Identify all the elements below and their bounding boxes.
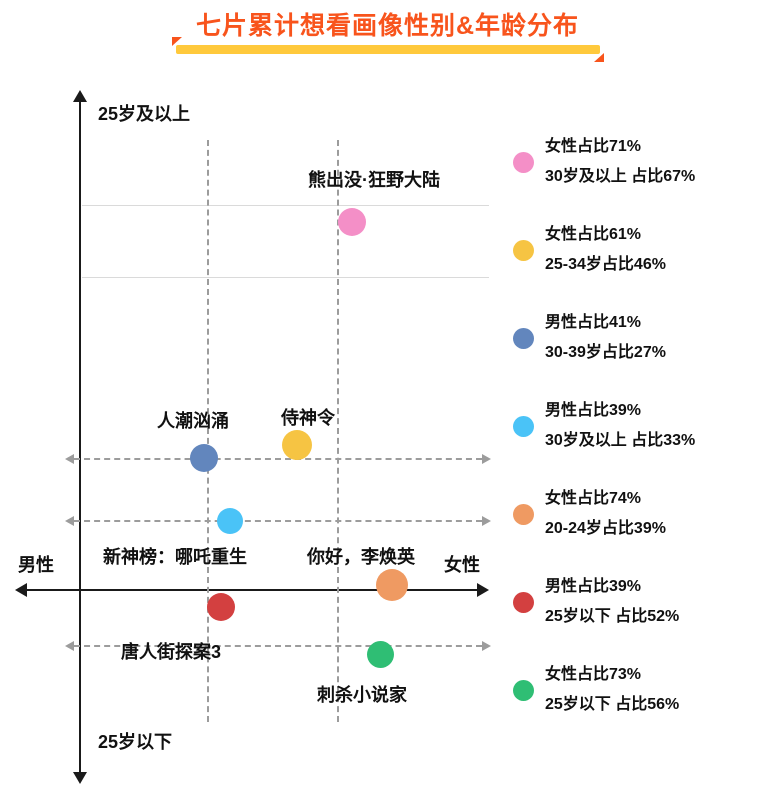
title-banner: 七片累计想看画像性别&年龄分布 [0,6,775,62]
legend-gender-stat: 女性占比73% [545,666,642,683]
data-point-label: 唐人街探案3 [121,642,222,662]
legend-text: 女性占比74% 20-24岁占比39% [545,484,666,544]
legend-text: 女性占比73% 25岁以下 占比56% [545,660,679,720]
legend-item: 女性占比71% 30岁及以上 占比67% [513,132,695,192]
legend-dot-icon [513,679,534,701]
y-axis-bottom-label: 25岁以下 [98,732,173,752]
gridline-right-arrow-icon [482,641,491,651]
data-point-bubble [207,593,235,621]
data-point-label: 侍神令 [281,408,335,428]
legend-gender-stat: 男性占比39% [545,578,642,595]
x-axis-left-arrow-icon [15,583,27,597]
legend-item: 男性占比39% 25岁以下 占比52% [513,572,695,632]
legend-item: 女性占比73% 25岁以下 占比56% [513,660,695,720]
legend-gender-stat: 女性占比74% [545,490,642,507]
legend-dot-icon [513,503,534,525]
x-axis [26,589,478,591]
legend-item: 男性占比41% 30-39岁占比27% [513,308,695,368]
dashed-gridline [74,458,482,460]
data-point-bubble [217,508,243,534]
legend-dot-icon [513,327,534,349]
x-axis-right-label: 女性 [444,555,480,575]
legend-text: 男性占比39% 30岁及以上 占比33% [545,396,695,456]
y-axis-top-label: 25岁及以上 [98,104,191,124]
legend: 女性占比71% 30岁及以上 占比67% 女性占比61% 25-34岁占比46% 男性占… [513,132,695,720]
gridline-left-arrow-icon [65,641,74,651]
data-point-bubble [376,569,408,601]
dashed-gridline-vertical [337,140,339,722]
legend-text: 男性占比39% 25岁以下 占比52% [545,572,679,632]
legend-age-stat: 30-39岁占比27% [545,344,666,361]
data-point-label: 你好，李焕英 [307,547,415,567]
legend-age-stat: 25岁以下 占比52% [545,608,680,625]
y-axis-down-arrow-icon [73,772,87,784]
data-point-bubble [282,430,312,460]
underline-right-ornament-icon [593,53,604,62]
legend-text: 女性占比71% 30岁及以上 占比67% [545,132,695,192]
legend-item: 女性占比61% 25-34岁占比46% [513,220,695,280]
gridline-right-arrow-icon [482,454,491,464]
data-point-bubble [338,208,366,236]
legend-gender-stat: 女性占比71% [545,138,642,155]
legend-age-stat: 25岁以下 占比56% [545,696,680,713]
solid-gridline [82,205,489,206]
gridline-right-arrow-icon [482,516,491,526]
page-title: 七片累计想看画像性别&年龄分布 [195,12,580,40]
dashed-gridline [74,520,482,522]
y-axis [79,101,81,773]
title-underline [171,37,604,62]
data-point-label: 刺杀小说家 [317,685,407,705]
x-axis-left-label: 男性 [18,555,54,575]
legend-age-stat: 30岁及以上 占比67% [545,168,696,185]
dashed-gridline [74,645,482,647]
legend-dot-icon [513,151,534,173]
legend-text: 男性占比41% 30-39岁占比27% [545,308,666,368]
gridline-left-arrow-icon [65,516,74,526]
underline-left-ornament-icon [171,37,182,46]
legend-age-stat: 30岁及以上 占比33% [545,432,696,449]
legend-gender-stat: 女性占比61% [545,226,642,243]
data-point-label: 熊出没·狂野大陆 [308,170,440,190]
gridline-left-arrow-icon [65,454,74,464]
data-point-bubble [366,640,394,668]
data-point-label: 新神榜：哪吒重生 [103,547,247,567]
dashed-gridline-vertical [207,140,209,722]
legend-dot-icon [513,415,534,437]
solid-gridline [82,277,489,278]
legend-item: 男性占比39% 30岁及以上 占比33% [513,396,695,456]
x-axis-right-arrow-icon [477,583,489,597]
data-point-label: 人潮汹涌 [157,411,229,431]
legend-dot-icon [513,239,534,261]
legend-gender-stat: 男性占比39% [545,402,642,419]
data-point-bubble [190,444,218,472]
y-axis-up-arrow-icon [73,90,87,102]
legend-age-stat: 25-34岁占比46% [545,256,666,273]
legend-item: 女性占比74% 20-24岁占比39% [513,484,695,544]
legend-age-stat: 20-24岁占比39% [545,520,666,537]
legend-gender-stat: 男性占比41% [545,314,642,331]
legend-text: 女性占比61% 25-34岁占比46% [545,220,666,280]
legend-dot-icon [513,591,534,613]
